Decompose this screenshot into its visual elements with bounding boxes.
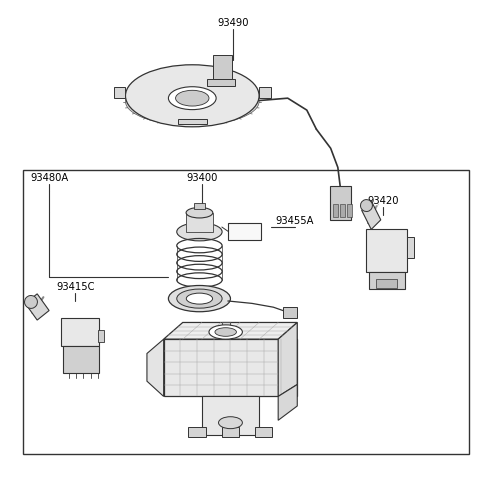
Polygon shape	[114, 87, 125, 98]
Bar	[255, 427, 273, 437]
Polygon shape	[25, 294, 49, 320]
Bar	[369, 272, 405, 289]
Ellipse shape	[24, 296, 37, 309]
Ellipse shape	[176, 90, 209, 106]
Ellipse shape	[209, 325, 242, 339]
Polygon shape	[178, 119, 206, 124]
Bar	[407, 237, 414, 258]
Bar	[340, 204, 345, 218]
Bar	[222, 427, 239, 437]
Bar	[189, 427, 205, 437]
Bar	[333, 204, 338, 218]
Bar	[206, 79, 235, 86]
Ellipse shape	[168, 285, 230, 312]
Text: 93490: 93490	[217, 18, 249, 28]
Ellipse shape	[177, 289, 222, 308]
Bar	[228, 223, 261, 240]
Ellipse shape	[168, 86, 216, 110]
Text: 93400: 93400	[186, 172, 217, 182]
Bar	[348, 204, 352, 218]
Bar	[202, 397, 259, 434]
Ellipse shape	[360, 200, 372, 212]
Bar	[23, 170, 469, 454]
Ellipse shape	[125, 78, 259, 125]
Bar	[61, 318, 99, 346]
Text: 93415C: 93415C	[56, 282, 95, 292]
Ellipse shape	[177, 223, 222, 241]
Polygon shape	[147, 339, 164, 397]
Bar	[164, 339, 297, 397]
Ellipse shape	[215, 328, 237, 336]
Polygon shape	[278, 385, 297, 420]
Bar	[376, 278, 397, 288]
Text: 93420: 93420	[367, 195, 399, 206]
Bar	[330, 186, 351, 220]
Bar	[283, 307, 297, 318]
Text: 93455A: 93455A	[276, 216, 314, 226]
Bar	[366, 230, 407, 272]
Text: 93480A: 93480A	[30, 172, 68, 182]
Ellipse shape	[125, 65, 259, 127]
Bar	[186, 213, 213, 232]
Bar	[194, 203, 205, 209]
Bar	[213, 55, 232, 79]
Bar	[98, 330, 104, 341]
Bar	[63, 346, 99, 373]
Polygon shape	[278, 323, 297, 397]
Ellipse shape	[186, 293, 213, 304]
Ellipse shape	[218, 416, 242, 428]
Polygon shape	[362, 201, 381, 230]
Polygon shape	[259, 87, 271, 98]
Polygon shape	[164, 323, 297, 339]
Ellipse shape	[186, 207, 213, 218]
